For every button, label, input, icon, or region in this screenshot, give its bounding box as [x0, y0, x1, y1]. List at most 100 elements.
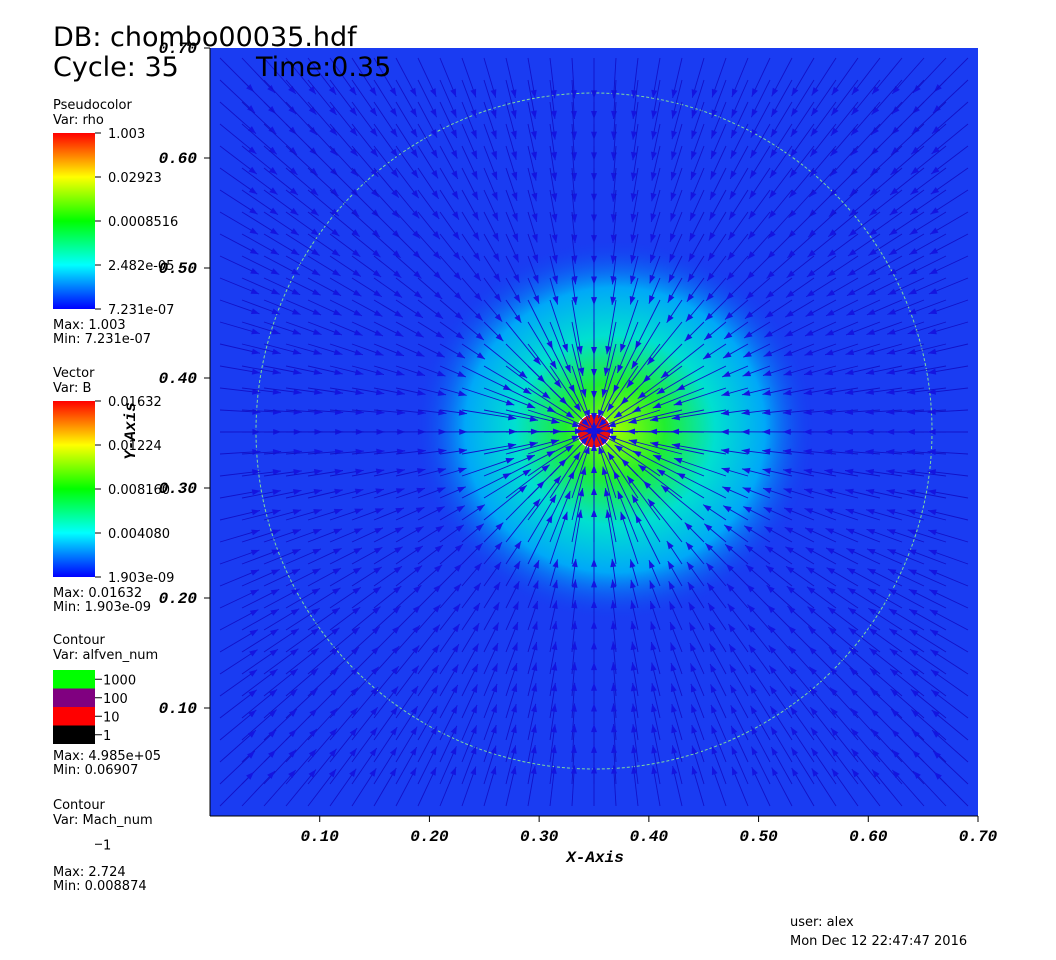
- arrow-head: [628, 417, 637, 424]
- vector-arrow: [527, 409, 581, 428]
- arrow-head: [375, 389, 385, 396]
- vector-arrow: [676, 472, 727, 499]
- arrow-head: [491, 171, 498, 180]
- arrow-head: [791, 107, 799, 117]
- arrow-head: [886, 509, 896, 515]
- arrow-head: [630, 193, 637, 202]
- arrow-head: [550, 765, 557, 774]
- arrow-head: [571, 703, 578, 712]
- vector-arrow: [549, 387, 590, 427]
- arrow-head: [749, 665, 757, 674]
- arrow-head: [331, 607, 340, 615]
- arrow-head: [494, 293, 502, 302]
- arrow-head: [865, 388, 875, 395]
- arrow-head: [809, 168, 818, 177]
- arrow-head: [908, 288, 917, 295]
- arrow-head: [310, 187, 319, 196]
- color-bar: [53, 133, 95, 309]
- vector-arrow: [617, 490, 639, 543]
- arrow-head: [886, 448, 895, 455]
- arrow-head: [452, 231, 460, 240]
- arrow-head: [831, 768, 839, 778]
- arrow-head: [610, 579, 617, 588]
- arrow-head: [762, 448, 771, 455]
- arrow-head: [415, 507, 425, 514]
- arrow-head: [578, 367, 585, 376]
- arrow-head: [720, 448, 730, 455]
- arrow-head: [891, 749, 900, 758]
- arrow-head: [891, 709, 899, 717]
- arrow-head: [865, 488, 875, 495]
- arrow-head: [470, 766, 477, 776]
- arrow-head: [607, 452, 615, 461]
- arrow-head: [928, 328, 937, 335]
- arrow-head: [771, 87, 779, 97]
- arrow-head: [657, 469, 666, 477]
- legend-max: Max: 0.01632: [53, 586, 142, 601]
- arrow-head: [631, 360, 639, 370]
- arrow-head: [591, 509, 597, 517]
- arrow-head: [765, 290, 775, 299]
- arrow-head: [866, 509, 875, 515]
- arrow-head: [513, 274, 520, 283]
- arrow-head: [310, 208, 319, 216]
- arrow-head: [631, 765, 638, 774]
- arrow-head: [438, 409, 447, 416]
- arrow-head: [725, 312, 734, 320]
- arrow-head: [375, 488, 384, 495]
- arrow-head: [599, 436, 608, 445]
- arrow-head: [471, 663, 478, 673]
- arrow-head: [828, 208, 837, 217]
- arrow-head: [790, 148, 798, 158]
- arrow-head: [434, 545, 443, 553]
- arrow-head: [395, 488, 405, 494]
- arrow-head: [911, 709, 920, 718]
- arrow-head: [511, 171, 518, 181]
- arrow-head: [565, 411, 575, 419]
- arrow-head: [907, 529, 917, 536]
- arrow-head: [329, 147, 338, 156]
- arrow-head: [803, 448, 812, 455]
- vector-arrow: [461, 444, 517, 455]
- time-label: Time:0.35: [255, 52, 391, 83]
- arrow-head: [870, 708, 879, 717]
- arrow-head: [824, 448, 833, 455]
- arrow-head: [610, 641, 617, 650]
- arrow-head: [889, 628, 898, 636]
- arrow-head: [762, 468, 772, 475]
- arrow-head: [930, 669, 940, 677]
- arrow-head: [571, 641, 578, 650]
- arrow-head: [417, 389, 426, 396]
- arrow-head: [251, 348, 260, 355]
- vector-arrow: [571, 426, 597, 477]
- arrow-head: [725, 544, 734, 552]
- arrow-head: [927, 449, 936, 456]
- arrow-head: [415, 350, 425, 357]
- arrow-head: [411, 210, 420, 219]
- arrow-head: [410, 706, 418, 715]
- arrow-head: [291, 308, 301, 315]
- arrow-head: [475, 332, 484, 341]
- arrow-head: [411, 685, 419, 695]
- arrow-head: [865, 369, 875, 375]
- arrow-head: [671, 724, 678, 734]
- arrow-head: [290, 628, 299, 636]
- arrow-head: [726, 272, 735, 281]
- arrow-head: [472, 603, 480, 612]
- arrow-head: [630, 662, 637, 671]
- arrow-head: [550, 131, 557, 140]
- arrow-head: [248, 166, 257, 175]
- arrow-head: [353, 329, 363, 336]
- arrow-head: [268, 689, 278, 697]
- arrow-head: [810, 707, 818, 716]
- arrow-head: [608, 435, 617, 442]
- arrow-head: [810, 128, 818, 137]
- arrow-head: [610, 558, 617, 568]
- arrow-head: [350, 168, 359, 177]
- arrow-head: [312, 288, 321, 296]
- arrow-head: [649, 580, 656, 590]
- arrow-head: [765, 545, 774, 553]
- arrow-head: [927, 428, 936, 435]
- arrow-head: [470, 745, 477, 755]
- y-axis-title: Y-Axis: [122, 402, 140, 460]
